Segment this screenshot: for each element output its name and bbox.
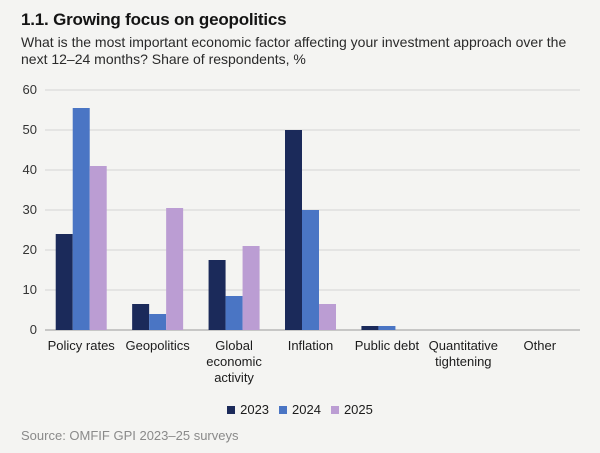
chart-subtitle: What is the most important economic fact…	[21, 34, 567, 67]
x-axis-categories: Policy rates Geopolitics Global economic act…	[48, 338, 557, 385]
x-category-label: Inflation	[288, 338, 334, 353]
bar-2023	[361, 326, 379, 330]
y-axis-ticks: 0 10 20 30 40 50 60	[23, 82, 37, 337]
bar-2024	[225, 296, 243, 330]
x-category-label-line: Inflation	[288, 338, 334, 353]
y-tick-label: 30	[23, 202, 37, 217]
x-category-label: Public debt	[355, 338, 420, 353]
x-category-label: Geopolitics	[125, 338, 190, 353]
bar-2024	[378, 326, 396, 330]
bar-2025	[166, 208, 184, 330]
x-category-label-line: Public debt	[355, 338, 420, 353]
x-category-label-line: economic	[206, 354, 262, 369]
bar-2024	[302, 210, 319, 330]
legend-swatch-2024	[279, 405, 288, 414]
y-tick-label: 60	[23, 82, 37, 97]
x-category-label: Policy rates	[48, 338, 116, 353]
chart-title: 1.1. Growing focus on geopolitics	[21, 10, 287, 29]
x-category-label-line: Quantitative	[429, 338, 498, 353]
legend-item-2023: 2023	[227, 402, 269, 417]
y-tick-label: 10	[23, 282, 37, 297]
x-category-label: Global economic activity	[206, 338, 262, 385]
y-tick-label: 40	[23, 162, 37, 177]
bars	[55, 108, 396, 330]
x-category-label-line: Policy rates	[48, 338, 116, 353]
legend-label-2024: 2024	[292, 402, 321, 417]
source-note: Source: OMFIF GPI 2023–25 surveys	[21, 428, 239, 443]
legend-item-2025: 2025	[330, 402, 373, 417]
y-tick-label: 0	[30, 322, 37, 337]
bar-2024	[149, 314, 167, 330]
legend: 2023 2024 2025	[0, 402, 600, 417]
x-category-label: Other	[524, 338, 557, 353]
x-category-label-line: Geopolitics	[125, 338, 190, 353]
x-category-label: Quantitative tightening	[429, 338, 498, 369]
legend-swatch-2025	[330, 405, 339, 414]
x-category-label-line: Other	[524, 338, 557, 353]
y-tick-label: 20	[23, 242, 37, 257]
bar-2024	[72, 108, 90, 330]
bar-2025	[242, 246, 260, 330]
legend-label-2023: 2023	[240, 402, 270, 417]
bar-2025	[89, 166, 107, 330]
legend-swatch-2023	[227, 405, 236, 414]
bar-2023	[55, 234, 73, 330]
x-category-label-line: tightening	[435, 354, 491, 369]
legend-label-2025: 2025	[343, 402, 373, 417]
bar-2023	[285, 130, 302, 330]
legend-item-2024: 2024	[279, 402, 321, 417]
bar-2025	[319, 304, 336, 330]
bar-2023	[132, 304, 150, 330]
x-category-label-line: activity	[214, 370, 254, 385]
x-category-label-line: Global	[215, 338, 253, 353]
bar-chart: 0 10 20 30 40 50 60 Policy rates Geopolitics Glo…	[23, 82, 580, 385]
bar-2023	[208, 260, 226, 330]
y-tick-label: 50	[23, 122, 37, 137]
